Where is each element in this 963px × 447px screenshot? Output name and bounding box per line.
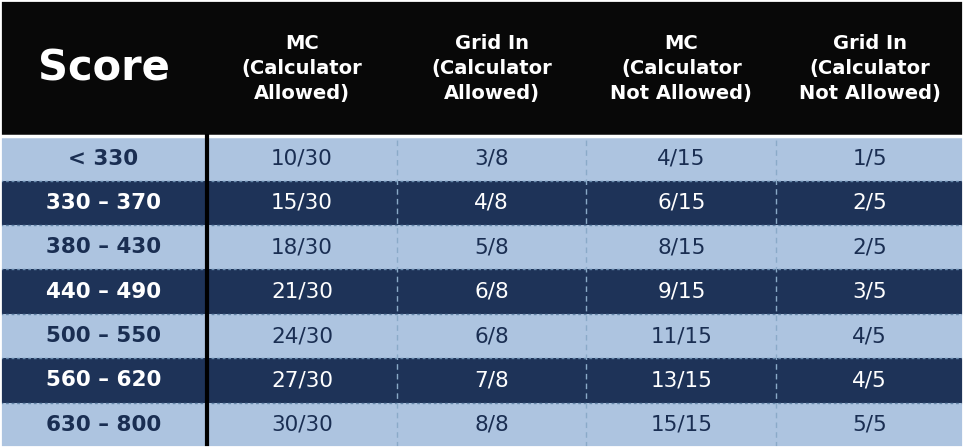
Text: 24/30: 24/30 (271, 326, 333, 346)
Text: MC
(Calculator
Allowed): MC (Calculator Allowed) (242, 34, 362, 103)
Text: Score: Score (38, 47, 169, 89)
Text: 2/5: 2/5 (852, 237, 887, 257)
Text: 4/15: 4/15 (657, 148, 706, 169)
Bar (0, 270, 963, 314)
Text: 1/5: 1/5 (852, 148, 887, 169)
Text: 9/15: 9/15 (657, 282, 706, 302)
Text: MC
(Calculator
Not Allowed): MC (Calculator Not Allowed) (611, 34, 752, 103)
Text: 3/5: 3/5 (852, 282, 887, 302)
Text: 380 – 430: 380 – 430 (46, 237, 161, 257)
Text: Grid In
(Calculator
Allowed): Grid In (Calculator Allowed) (431, 34, 552, 103)
Text: 6/8: 6/8 (474, 326, 509, 346)
Text: 6/8: 6/8 (474, 282, 509, 302)
Text: 5/5: 5/5 (852, 415, 887, 435)
Text: 8/15: 8/15 (657, 237, 706, 257)
Bar (0, 0, 963, 136)
Text: 630 – 800: 630 – 800 (46, 415, 161, 435)
Text: 5/8: 5/8 (474, 237, 509, 257)
Text: 500 – 550: 500 – 550 (46, 326, 161, 346)
Text: 8/8: 8/8 (474, 415, 509, 435)
Text: 2/5: 2/5 (852, 193, 887, 213)
Text: 13/15: 13/15 (650, 371, 713, 390)
Text: 15/15: 15/15 (650, 415, 713, 435)
Text: 4/5: 4/5 (852, 326, 887, 346)
Text: 27/30: 27/30 (271, 371, 333, 390)
Text: Grid In
(Calculator
Not Allowed): Grid In (Calculator Not Allowed) (798, 34, 941, 103)
Bar (0, 403, 963, 447)
Text: 4/8: 4/8 (474, 193, 509, 213)
Text: 15/30: 15/30 (271, 193, 333, 213)
Text: 560 – 620: 560 – 620 (46, 371, 161, 390)
Bar (0, 314, 963, 358)
Text: 4/5: 4/5 (852, 371, 887, 390)
Bar (0, 136, 963, 181)
Text: < 330: < 330 (68, 148, 139, 169)
Text: 440 – 490: 440 – 490 (46, 282, 161, 302)
Text: 30/30: 30/30 (271, 415, 333, 435)
Bar (0, 225, 963, 270)
Text: 21/30: 21/30 (271, 282, 333, 302)
Bar (0, 358, 963, 403)
Text: 18/30: 18/30 (271, 237, 333, 257)
Text: 11/15: 11/15 (650, 326, 713, 346)
Text: 330 – 370: 330 – 370 (46, 193, 161, 213)
Text: 3/8: 3/8 (475, 148, 508, 169)
Text: 6/15: 6/15 (657, 193, 706, 213)
Text: 10/30: 10/30 (271, 148, 333, 169)
Bar (0, 181, 963, 225)
Text: 7/8: 7/8 (474, 371, 509, 390)
